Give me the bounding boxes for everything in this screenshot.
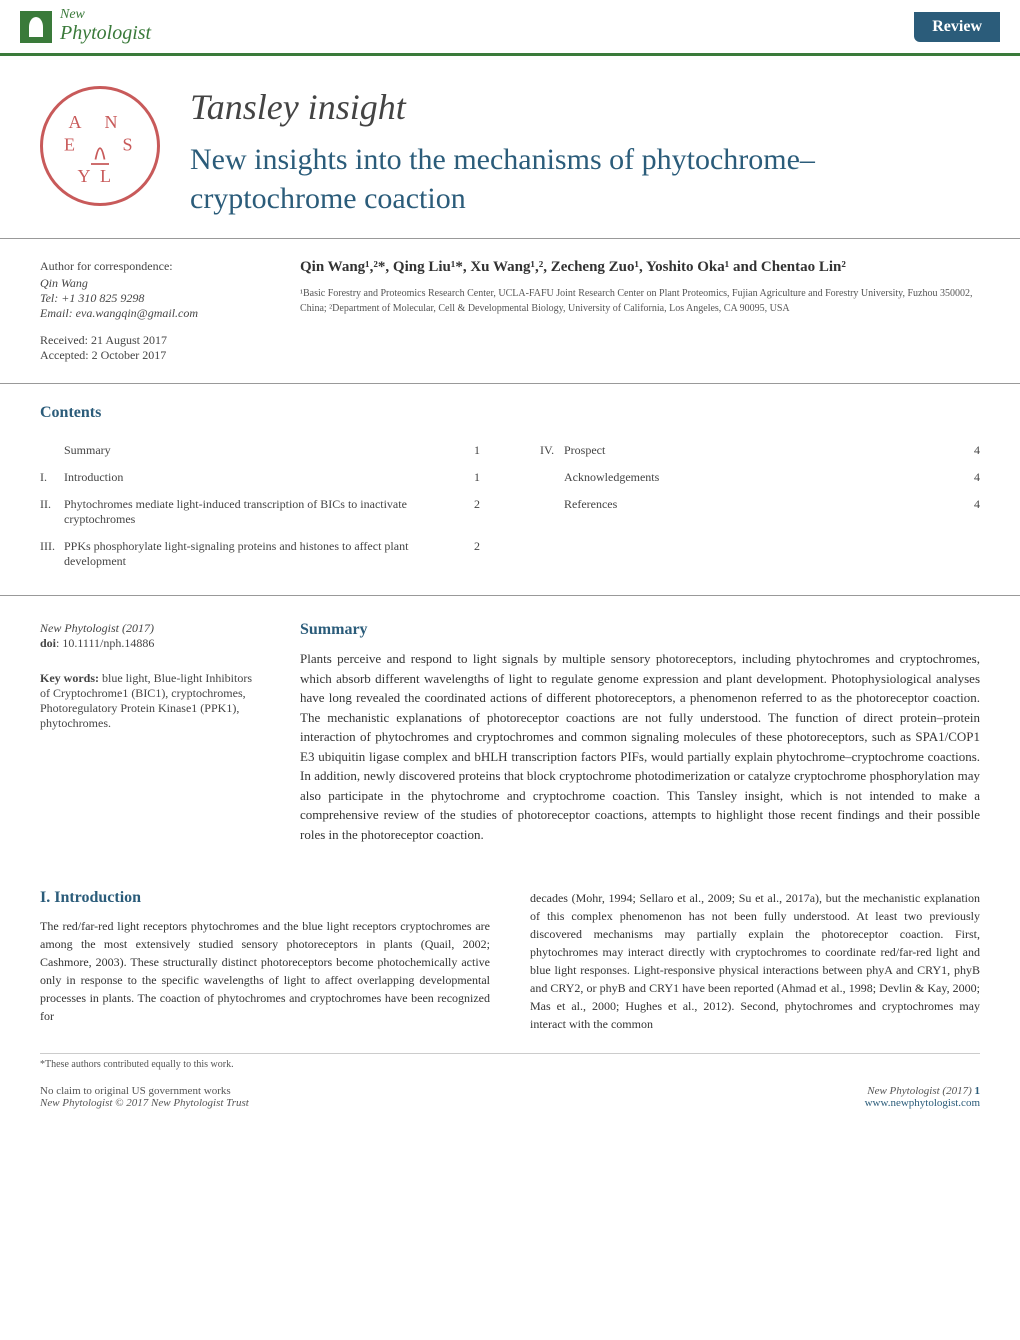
contents-item-num: III. <box>40 539 64 569</box>
contents-item-page: 4 <box>960 497 980 512</box>
ans-society-logo: A N S L E Y <box>40 86 160 206</box>
contents-item: I.Introduction1 <box>40 464 480 491</box>
contents-item: Acknowledgements4 <box>540 464 980 491</box>
footer-journal-ref: New Phytologist (2017) 1 <box>865 1085 980 1097</box>
contents-item: Summary1 <box>40 437 480 464</box>
contents-item-text: Phytochromes mediate light-induced trans… <box>64 497 460 527</box>
footer-claim: No claim to original US government works <box>40 1085 249 1097</box>
tansley-label: Tansley insight <box>190 86 980 128</box>
contents-item-text: PPKs phosphorylate light-signaling prote… <box>64 539 460 569</box>
contents-item-num <box>540 497 564 512</box>
keywords-block: Key words: blue light, Blue-light Inhibi… <box>40 671 260 731</box>
summary-title: Summary <box>300 621 980 639</box>
contents-item-num: IV. <box>540 443 564 458</box>
metadata-section: Author for correspondence: Qin Wang Tel:… <box>0 238 1020 384</box>
footer-copyright: New Phytologist © 2017 New Phytologist T… <box>40 1097 249 1109</box>
contents-item-text: Prospect <box>564 443 960 458</box>
svg-text:N: N <box>105 112 118 132</box>
svg-text:L: L <box>100 166 111 186</box>
journal-ref: New Phytologist (2017) <box>40 621 260 636</box>
corresponding-tel: Tel: +1 310 825 9298 <box>40 291 260 306</box>
article-title: New insights into the mechanisms of phyt… <box>190 140 980 218</box>
contents-item-text: References <box>564 497 960 512</box>
summary-meta: New Phytologist (2017) doi: 10.1111/nph.… <box>40 621 260 844</box>
summary-section: New Phytologist (2017) doi: 10.1111/nph.… <box>0 596 1020 869</box>
contents-item-num: I. <box>40 470 64 485</box>
keywords-label: Key words: <box>40 671 99 685</box>
contents-item-page: 4 <box>960 470 980 485</box>
contents-item-num: II. <box>40 497 64 527</box>
intro-right-col: decades (Mohr, 1994; Sellaro et al., 200… <box>530 889 980 1033</box>
accepted-date: Accepted: 2 October 2017 <box>40 348 260 363</box>
contents-grid: Summary1I.Introduction1II.Phytochromes m… <box>40 437 980 575</box>
contents-item-page: 1 <box>460 470 480 485</box>
contents-left-col: Summary1I.Introduction1II.Phytochromes m… <box>40 437 480 575</box>
contents-item-page: 2 <box>460 539 480 569</box>
contents-item-page: 1 <box>460 443 480 458</box>
svg-text:E: E <box>64 135 75 155</box>
ans-logo-svg: A N S L E Y <box>55 101 145 191</box>
contents-item-page: 4 <box>960 443 980 458</box>
footer-url[interactable]: www.newphytologist.com <box>865 1097 980 1109</box>
title-section: A N S L E Y Tansley insight New insights… <box>0 56 1020 238</box>
intro-section: I. Introduction The red/far-red light re… <box>0 869 1020 1043</box>
title-text-block: Tansley insight New insights into the me… <box>190 86 980 218</box>
doi: doi: 10.1111/nph.14886 <box>40 636 260 651</box>
corresponding-email: Email: eva.wangqin@gmail.com <box>40 306 260 321</box>
journal-name: New Phytologist <box>60 8 151 45</box>
contents-title: Contents <box>40 404 980 422</box>
intro-title: I. Introduction <box>40 889 490 907</box>
contents-item-text: Acknowledgements <box>564 470 960 485</box>
contents-section: Contents Summary1I.Introduction1II.Phyto… <box>0 384 1020 596</box>
contents-item-num <box>40 443 64 458</box>
review-tab: Review <box>914 12 1000 42</box>
contents-item-text: Summary <box>64 443 460 458</box>
intro-left-col: I. Introduction The red/far-red light re… <box>40 889 490 1033</box>
corresponding-author: Qin Wang <box>40 276 260 291</box>
intro-left-text: The red/far-red light receptors phytochr… <box>40 917 490 1025</box>
journal-name-main: Phytologist <box>60 22 151 44</box>
contents-item-page: 2 <box>460 497 480 527</box>
intro-right-text: decades (Mohr, 1994; Sellaro et al., 200… <box>530 889 980 1033</box>
contents-item-num <box>540 470 564 485</box>
affiliations: ¹Basic Forestry and Proteomics Research … <box>300 286 980 316</box>
authors-list: Qin Wang¹,²*, Qing Liu¹*, Xu Wang¹,², Ze… <box>300 259 980 276</box>
contents-right-col: IV.Prospect4Acknowledgements4References4 <box>540 437 980 575</box>
journal-name-new: New <box>60 8 151 22</box>
header-bar: New Phytologist Review <box>0 0 1020 56</box>
summary-body: Summary Plants perceive and respond to l… <box>300 621 980 844</box>
footer-right: New Phytologist (2017) 1 www.newphytolog… <box>865 1085 980 1109</box>
svg-text:Y: Y <box>78 166 91 186</box>
summary-text: Plants perceive and respond to light sig… <box>300 649 980 844</box>
dates-block: Received: 21 August 2017 Accepted: 2 Oct… <box>40 333 260 363</box>
correspondence-block: Author for correspondence: Qin Wang Tel:… <box>40 259 260 363</box>
contents-item: IV.Prospect4 <box>540 437 980 464</box>
page-footer: No claim to original US government works… <box>0 1075 1020 1129</box>
contents-item: III.PPKs phosphorylate light-signaling p… <box>40 533 480 575</box>
svg-text:A: A <box>69 112 82 132</box>
footer-left: No claim to original US government works… <box>40 1085 249 1109</box>
leaf-logo-icon <box>20 11 52 43</box>
contents-item: II.Phytochromes mediate light-induced tr… <box>40 491 480 533</box>
contents-item-text: Introduction <box>64 470 460 485</box>
journal-logo-area: New Phytologist <box>20 8 151 45</box>
contents-item: References4 <box>540 491 980 518</box>
received-date: Received: 21 August 2017 <box>40 333 260 348</box>
authors-block: Qin Wang¹,²*, Qing Liu¹*, Xu Wang¹,², Ze… <box>300 259 980 363</box>
footnote: *These authors contributed equally to th… <box>40 1053 980 1075</box>
correspondence-label: Author for correspondence: <box>40 259 260 274</box>
svg-text:S: S <box>123 135 133 155</box>
